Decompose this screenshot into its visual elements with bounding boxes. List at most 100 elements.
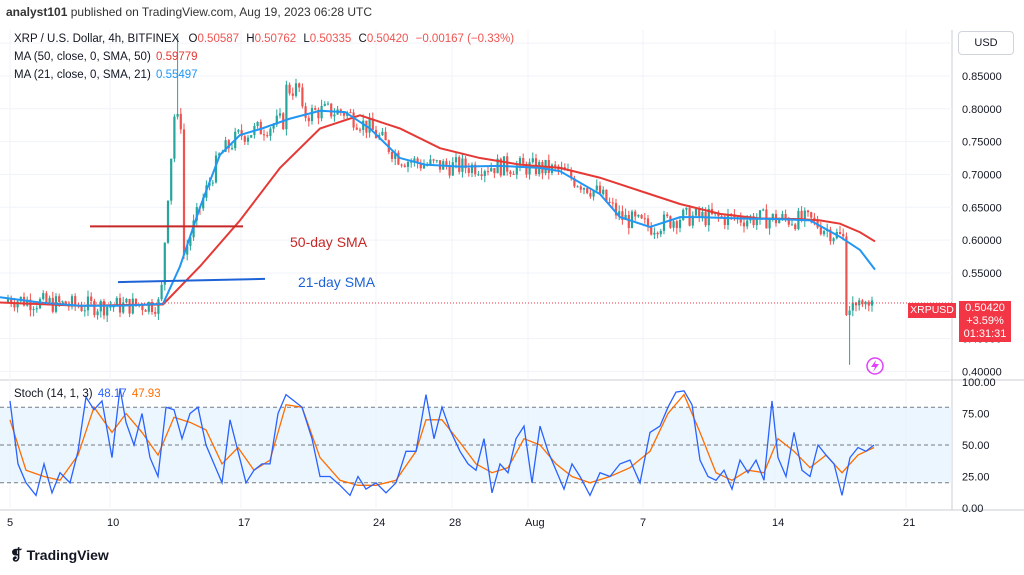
candle-body: [624, 214, 627, 220]
candle-body: [528, 162, 531, 175]
price-change: +3.59%: [966, 315, 1004, 327]
candle-body: [112, 306, 115, 308]
candle-body: [275, 115, 278, 125]
candle-body: [10, 298, 13, 304]
candle-body: [762, 209, 765, 211]
stoch-tick-label: 100.00: [962, 377, 996, 389]
low-value: 0.50335: [309, 33, 352, 45]
candle-body: [746, 220, 749, 227]
candle-body: [742, 222, 746, 227]
candle-body: [458, 157, 461, 172]
candle-body: [586, 188, 589, 194]
candle-body: [445, 161, 448, 166]
stoch-k-line: [9, 388, 875, 497]
sma21-annotation-line: [117, 277, 266, 284]
candle-body: [83, 310, 86, 312]
candle-body: [614, 203, 618, 216]
candle-body: [403, 165, 406, 167]
candle-body: [384, 131, 387, 141]
candle-body: [278, 113, 282, 116]
time-tick-label: 17: [238, 517, 250, 529]
candle-body: [304, 106, 307, 118]
candle-body: [323, 103, 326, 106]
candle-body: [394, 152, 397, 159]
candle-body: [851, 302, 854, 311]
candle-body: [554, 164, 557, 167]
stoch-legend[interactable]: Stoch (14, 1, 3) 48.17 47.93: [14, 388, 161, 400]
candle-body: [266, 135, 269, 137]
candle-body: [461, 158, 464, 172]
time-tick-label: 14: [772, 517, 784, 529]
candle-body: [582, 188, 586, 190]
ma50-label: MA (50, close, 0, SMA, 50): [14, 51, 151, 63]
candle-body: [838, 232, 842, 235]
tradingview-logo[interactable]: ❡ TradingView: [10, 546, 109, 564]
tradingview-icon: ❡: [10, 547, 23, 564]
candle-body: [454, 157, 458, 163]
high-value: 0.50762: [254, 33, 297, 45]
candle-body: [666, 214, 669, 217]
publish-text: published on TradingView.com, Aug 19, 20…: [70, 5, 373, 19]
candle-body: [269, 128, 272, 136]
candle-body: [576, 186, 579, 188]
candle-body: [570, 170, 573, 179]
time-tick-label: 21: [903, 517, 915, 529]
candle-body: [595, 185, 598, 191]
candle-body: [413, 158, 416, 162]
candle-body: [333, 114, 336, 117]
candle-body: [682, 209, 685, 220]
candle-body: [605, 189, 608, 202]
candle-body: [230, 148, 234, 150]
candle-body: [598, 185, 602, 195]
candle-body: [870, 300, 874, 306]
stoch-d-value: 47.93: [131, 388, 161, 400]
candle-body: [262, 134, 266, 136]
candle-body: [115, 297, 118, 307]
candle-body: [704, 212, 707, 226]
candle-body: [771, 213, 774, 220]
candle-body: [48, 297, 51, 303]
symbol-title[interactable]: XRP / U.S. Dollar, 4h, BITFINEX: [14, 33, 180, 45]
candle-body: [787, 218, 790, 225]
candle-body: [371, 118, 374, 130]
sma50-annotation-label: 50-day SMA: [290, 234, 368, 250]
candle-body: [102, 301, 106, 316]
candle-body: [362, 120, 365, 131]
candle-body: [522, 158, 525, 164]
candle-body: [758, 210, 762, 220]
candle-body: [573, 178, 576, 187]
ma21-legend[interactable]: MA (21, close, 0, SMA, 21) 0.55497: [14, 69, 198, 81]
candle-body: [675, 221, 678, 228]
candle-body: [531, 158, 534, 163]
candle-body: [227, 140, 230, 149]
candle-body: [64, 301, 67, 306]
candle-body: [669, 216, 672, 228]
candle-body: [16, 301, 19, 308]
author-name[interactable]: analyst101: [6, 5, 68, 19]
candle-body: [672, 221, 675, 228]
candle-body: [608, 201, 611, 203]
candle-body: [400, 164, 403, 166]
candle-body: [640, 214, 643, 219]
candle-body: [35, 308, 38, 310]
candle-body: [243, 136, 246, 142]
close-value: 0.50420: [366, 33, 409, 45]
candle-body: [74, 296, 77, 306]
sma21-annotation-label: 21-day SMA: [298, 274, 376, 290]
candle-body: [778, 219, 781, 224]
candle-body: [96, 311, 99, 316]
stoch-tick-label: 0.00: [962, 503, 983, 515]
candle-body: [646, 218, 650, 227]
candle-body: [512, 173, 515, 175]
candle-body: [800, 210, 803, 221]
candle-body: [240, 130, 243, 137]
candle-body: [246, 137, 250, 142]
candle-body: [122, 302, 125, 313]
currency-button[interactable]: USD: [958, 31, 1014, 55]
candle-body: [602, 189, 605, 195]
ma50-legend[interactable]: MA (50, close, 0, SMA, 50) 0.59779: [14, 51, 198, 63]
candle-body: [467, 168, 470, 173]
price-tick-label: 0.55000: [962, 268, 1002, 280]
